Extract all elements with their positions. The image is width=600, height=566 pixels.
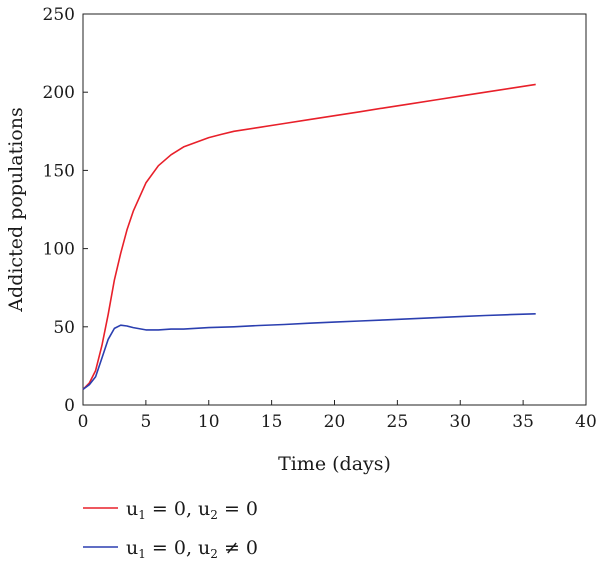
x-tick-label: 5 <box>140 412 151 432</box>
y-axis-title: Addicted populations <box>5 107 27 312</box>
x-tick-label: 20 <box>324 412 346 432</box>
x-tick-label: 15 <box>261 412 283 432</box>
y-tick-label: 150 <box>43 161 75 181</box>
y-tick-label: 200 <box>43 83 75 103</box>
y-tick-label: 100 <box>43 240 75 260</box>
series-line-2 <box>82 313 536 391</box>
legend-label-2: u1 = 0, u2 ≠ 0 <box>126 537 258 561</box>
x-tick-label: 25 <box>387 412 409 432</box>
x-tick-label: 0 <box>78 412 89 432</box>
x-axis-title: Time (days) <box>278 453 391 475</box>
x-tick-label: 40 <box>575 412 597 432</box>
plot-area-frame <box>82 13 587 406</box>
y-tick-label: 250 <box>43 5 75 25</box>
x-tick-label: 10 <box>198 412 220 432</box>
x-tick-label: 30 <box>449 412 471 432</box>
legend-label-1: u1 = 0, u2 = 0 <box>126 498 258 522</box>
y-tick-label: 0 <box>64 396 75 416</box>
y-tick-label: 50 <box>53 318 75 338</box>
series-line-1 <box>82 83 536 390</box>
x-tick-label: 35 <box>512 412 534 432</box>
